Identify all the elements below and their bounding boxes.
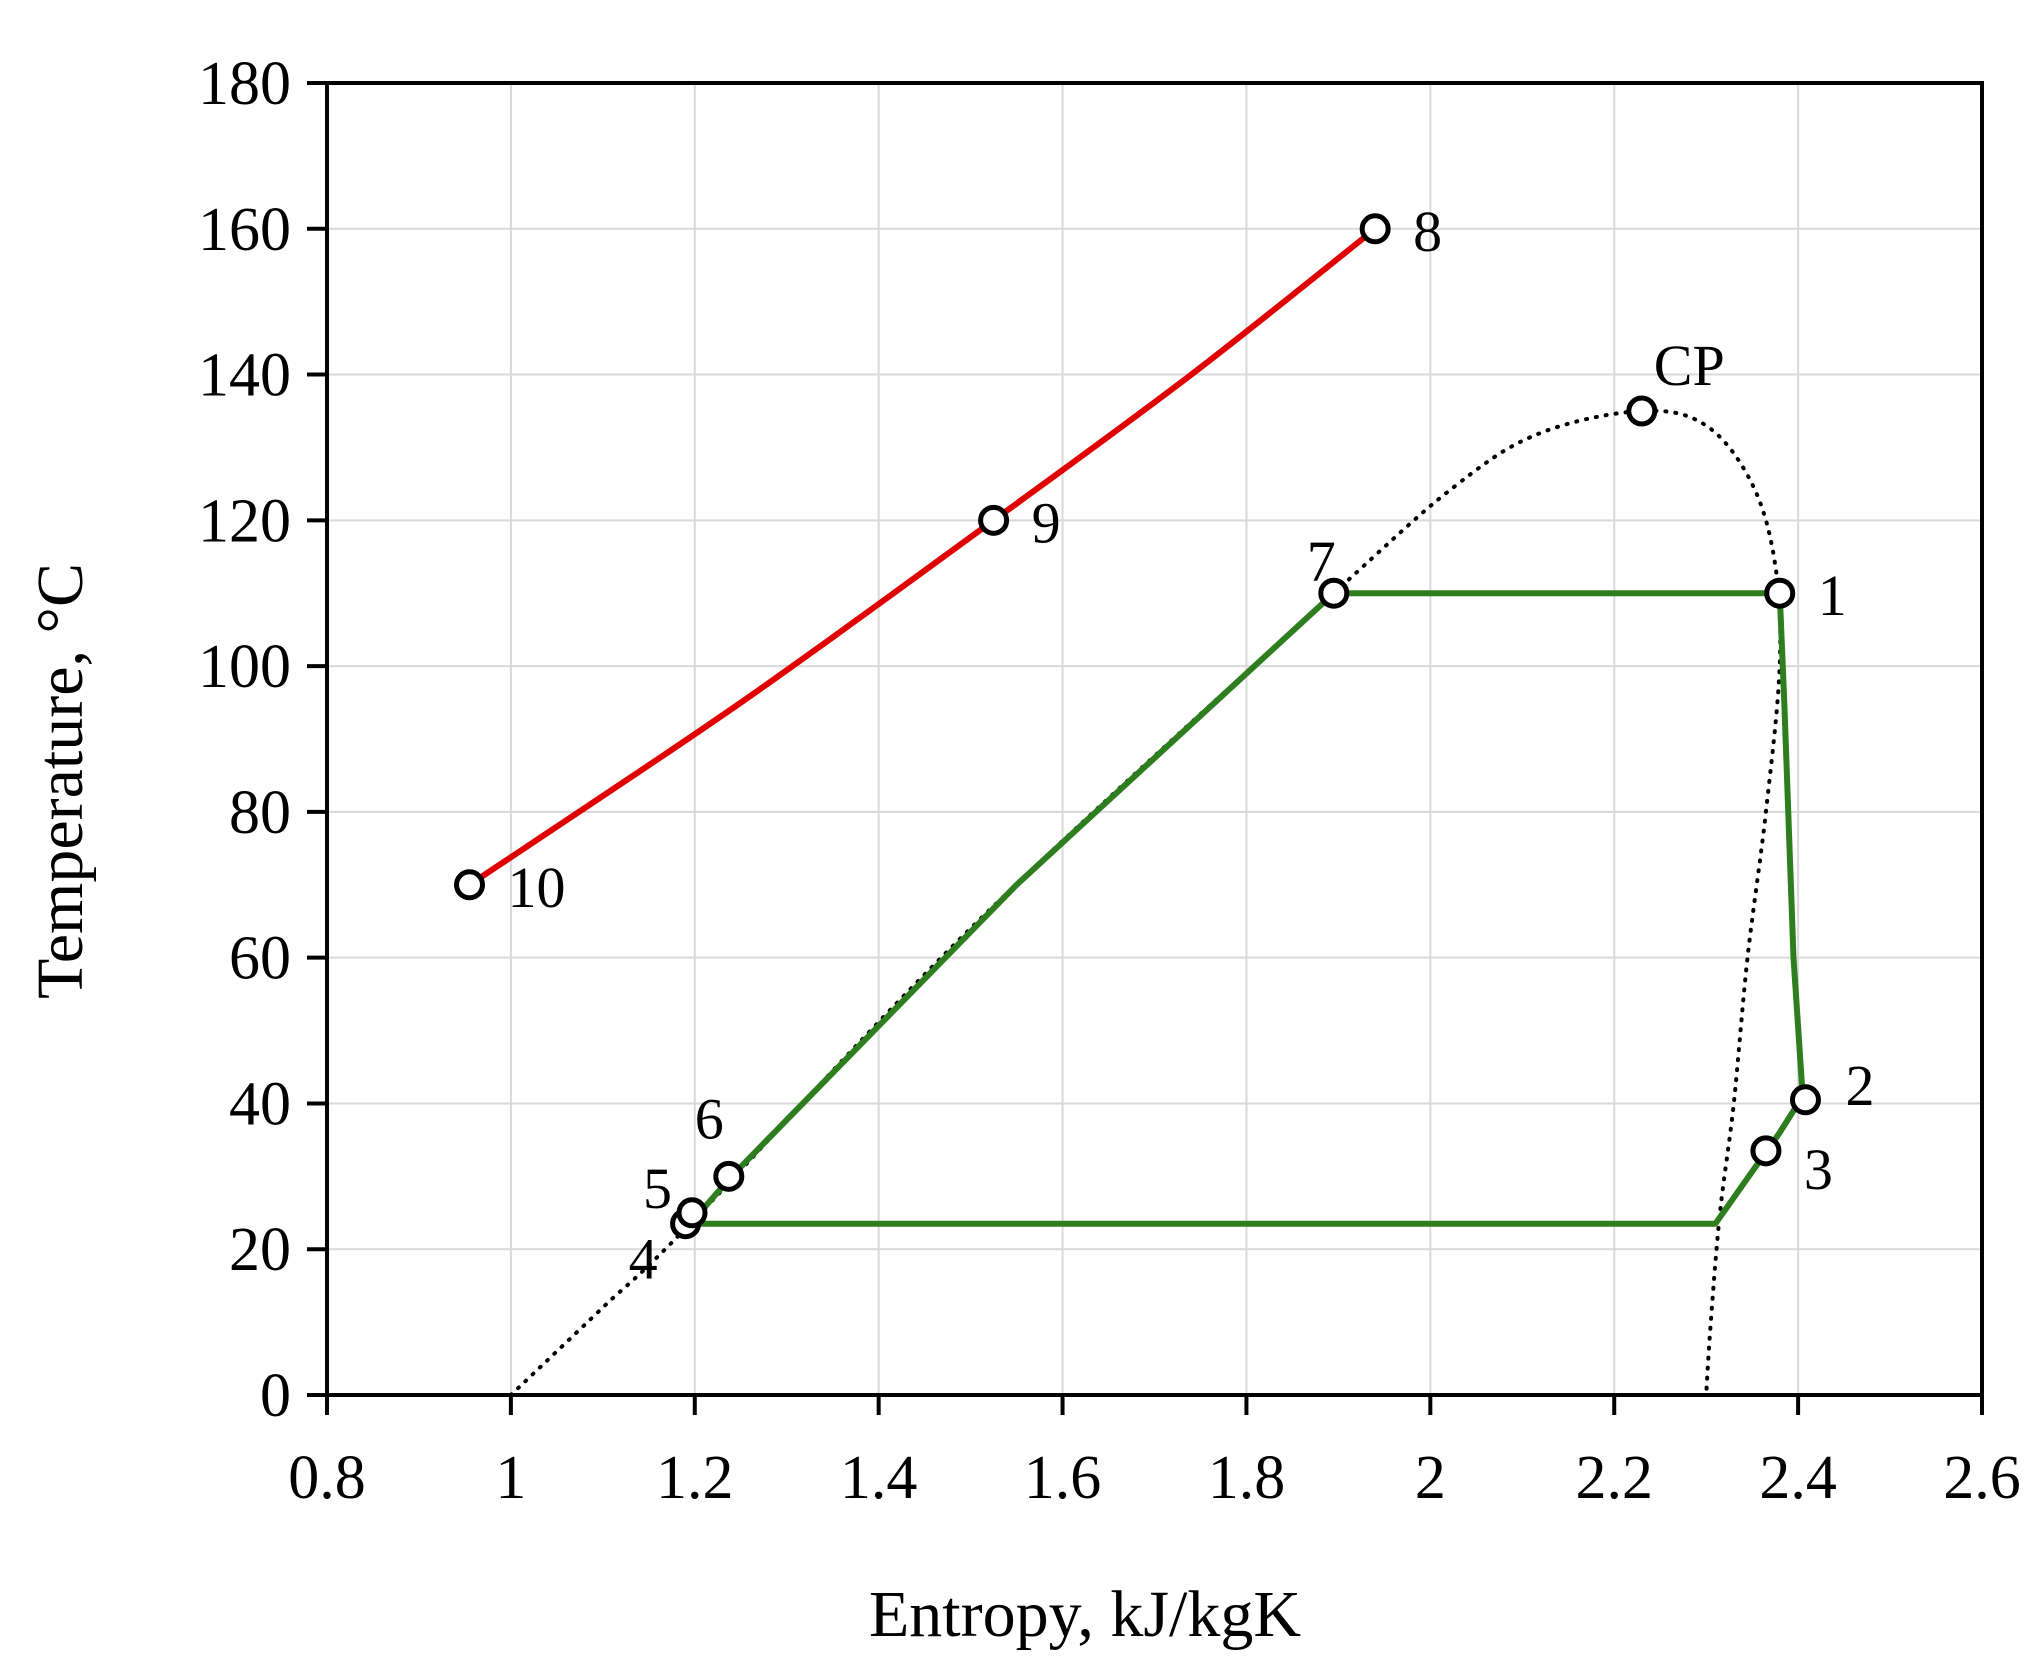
- state-point-label: 10: [508, 855, 566, 920]
- state-point-marker: [1789, 1084, 1821, 1116]
- y-tick-label: 40: [229, 1070, 291, 1138]
- x-tick-label: 1.4: [840, 1444, 918, 1512]
- y-tick-label: 120: [198, 487, 291, 555]
- axis-ticks: 0.8 1 1.2 1.4 1.6 1.8 2 2.2 2.4 2.602040608010012…: [198, 50, 2021, 1512]
- state-point-marker: [1359, 213, 1391, 245]
- y-tick-label: 160: [198, 196, 291, 264]
- y-tick-label: 100: [198, 633, 291, 701]
- state-point-label: 9: [1032, 490, 1061, 555]
- x-axis-label: Entropy, kJ/kgK: [869, 1578, 1301, 1651]
- state-point-label: 3: [1804, 1137, 1833, 1202]
- state-point-marker: [454, 869, 486, 901]
- x-tick-label: 1.6: [1024, 1444, 1102, 1512]
- state-point-marker: [713, 1160, 745, 1192]
- y-tick-label: 180: [198, 50, 291, 118]
- state-point-marker: [1626, 395, 1658, 427]
- state-point-label: 8: [1413, 199, 1442, 264]
- x-tick-label: 2.6: [1943, 1444, 2021, 1512]
- state-point-label: CP: [1654, 333, 1725, 398]
- heat-source-line: [466, 225, 1379, 888]
- state-point-label: 1: [1818, 563, 1847, 628]
- state-point-marker: [978, 504, 1010, 536]
- x-tick-label: 2.4: [1759, 1444, 1837, 1512]
- state-point-label: 7: [1307, 529, 1336, 594]
- x-tick-label: 2.2: [1575, 1444, 1653, 1512]
- plot-area-border: [325, 81, 1984, 1397]
- x-tick-label: 1.8: [1208, 1444, 1286, 1512]
- y-tick-label: 80: [229, 779, 291, 847]
- state-point-marker: [1750, 1135, 1782, 1167]
- x-tick-label: 1.2: [656, 1444, 734, 1512]
- state-point-label: 4: [629, 1227, 658, 1292]
- state-point-marker: [676, 1197, 708, 1229]
- state-point-marker: [1764, 577, 1796, 609]
- state-point-label: 6: [695, 1086, 724, 1151]
- x-tick-label: 0.8: [288, 1444, 366, 1512]
- state-point-label: 5: [643, 1156, 672, 1221]
- y-tick-label: 0: [260, 1362, 291, 1430]
- y-tick-label: 60: [229, 925, 291, 993]
- state-points: 1 23 456 7 8 9 10 CP: [454, 199, 1874, 1292]
- x-tick-label: 2: [1415, 1444, 1446, 1512]
- x-tick-label: 1: [495, 1444, 526, 1512]
- y-axis-label: Temperature, °C: [24, 563, 97, 999]
- y-tick-label: 20: [229, 1216, 291, 1284]
- state-point-label: 2: [1845, 1053, 1874, 1118]
- state-point-marker: [1318, 577, 1350, 609]
- y-tick-label: 140: [198, 342, 291, 410]
- saturation-dome-curve: [508, 408, 1783, 1397]
